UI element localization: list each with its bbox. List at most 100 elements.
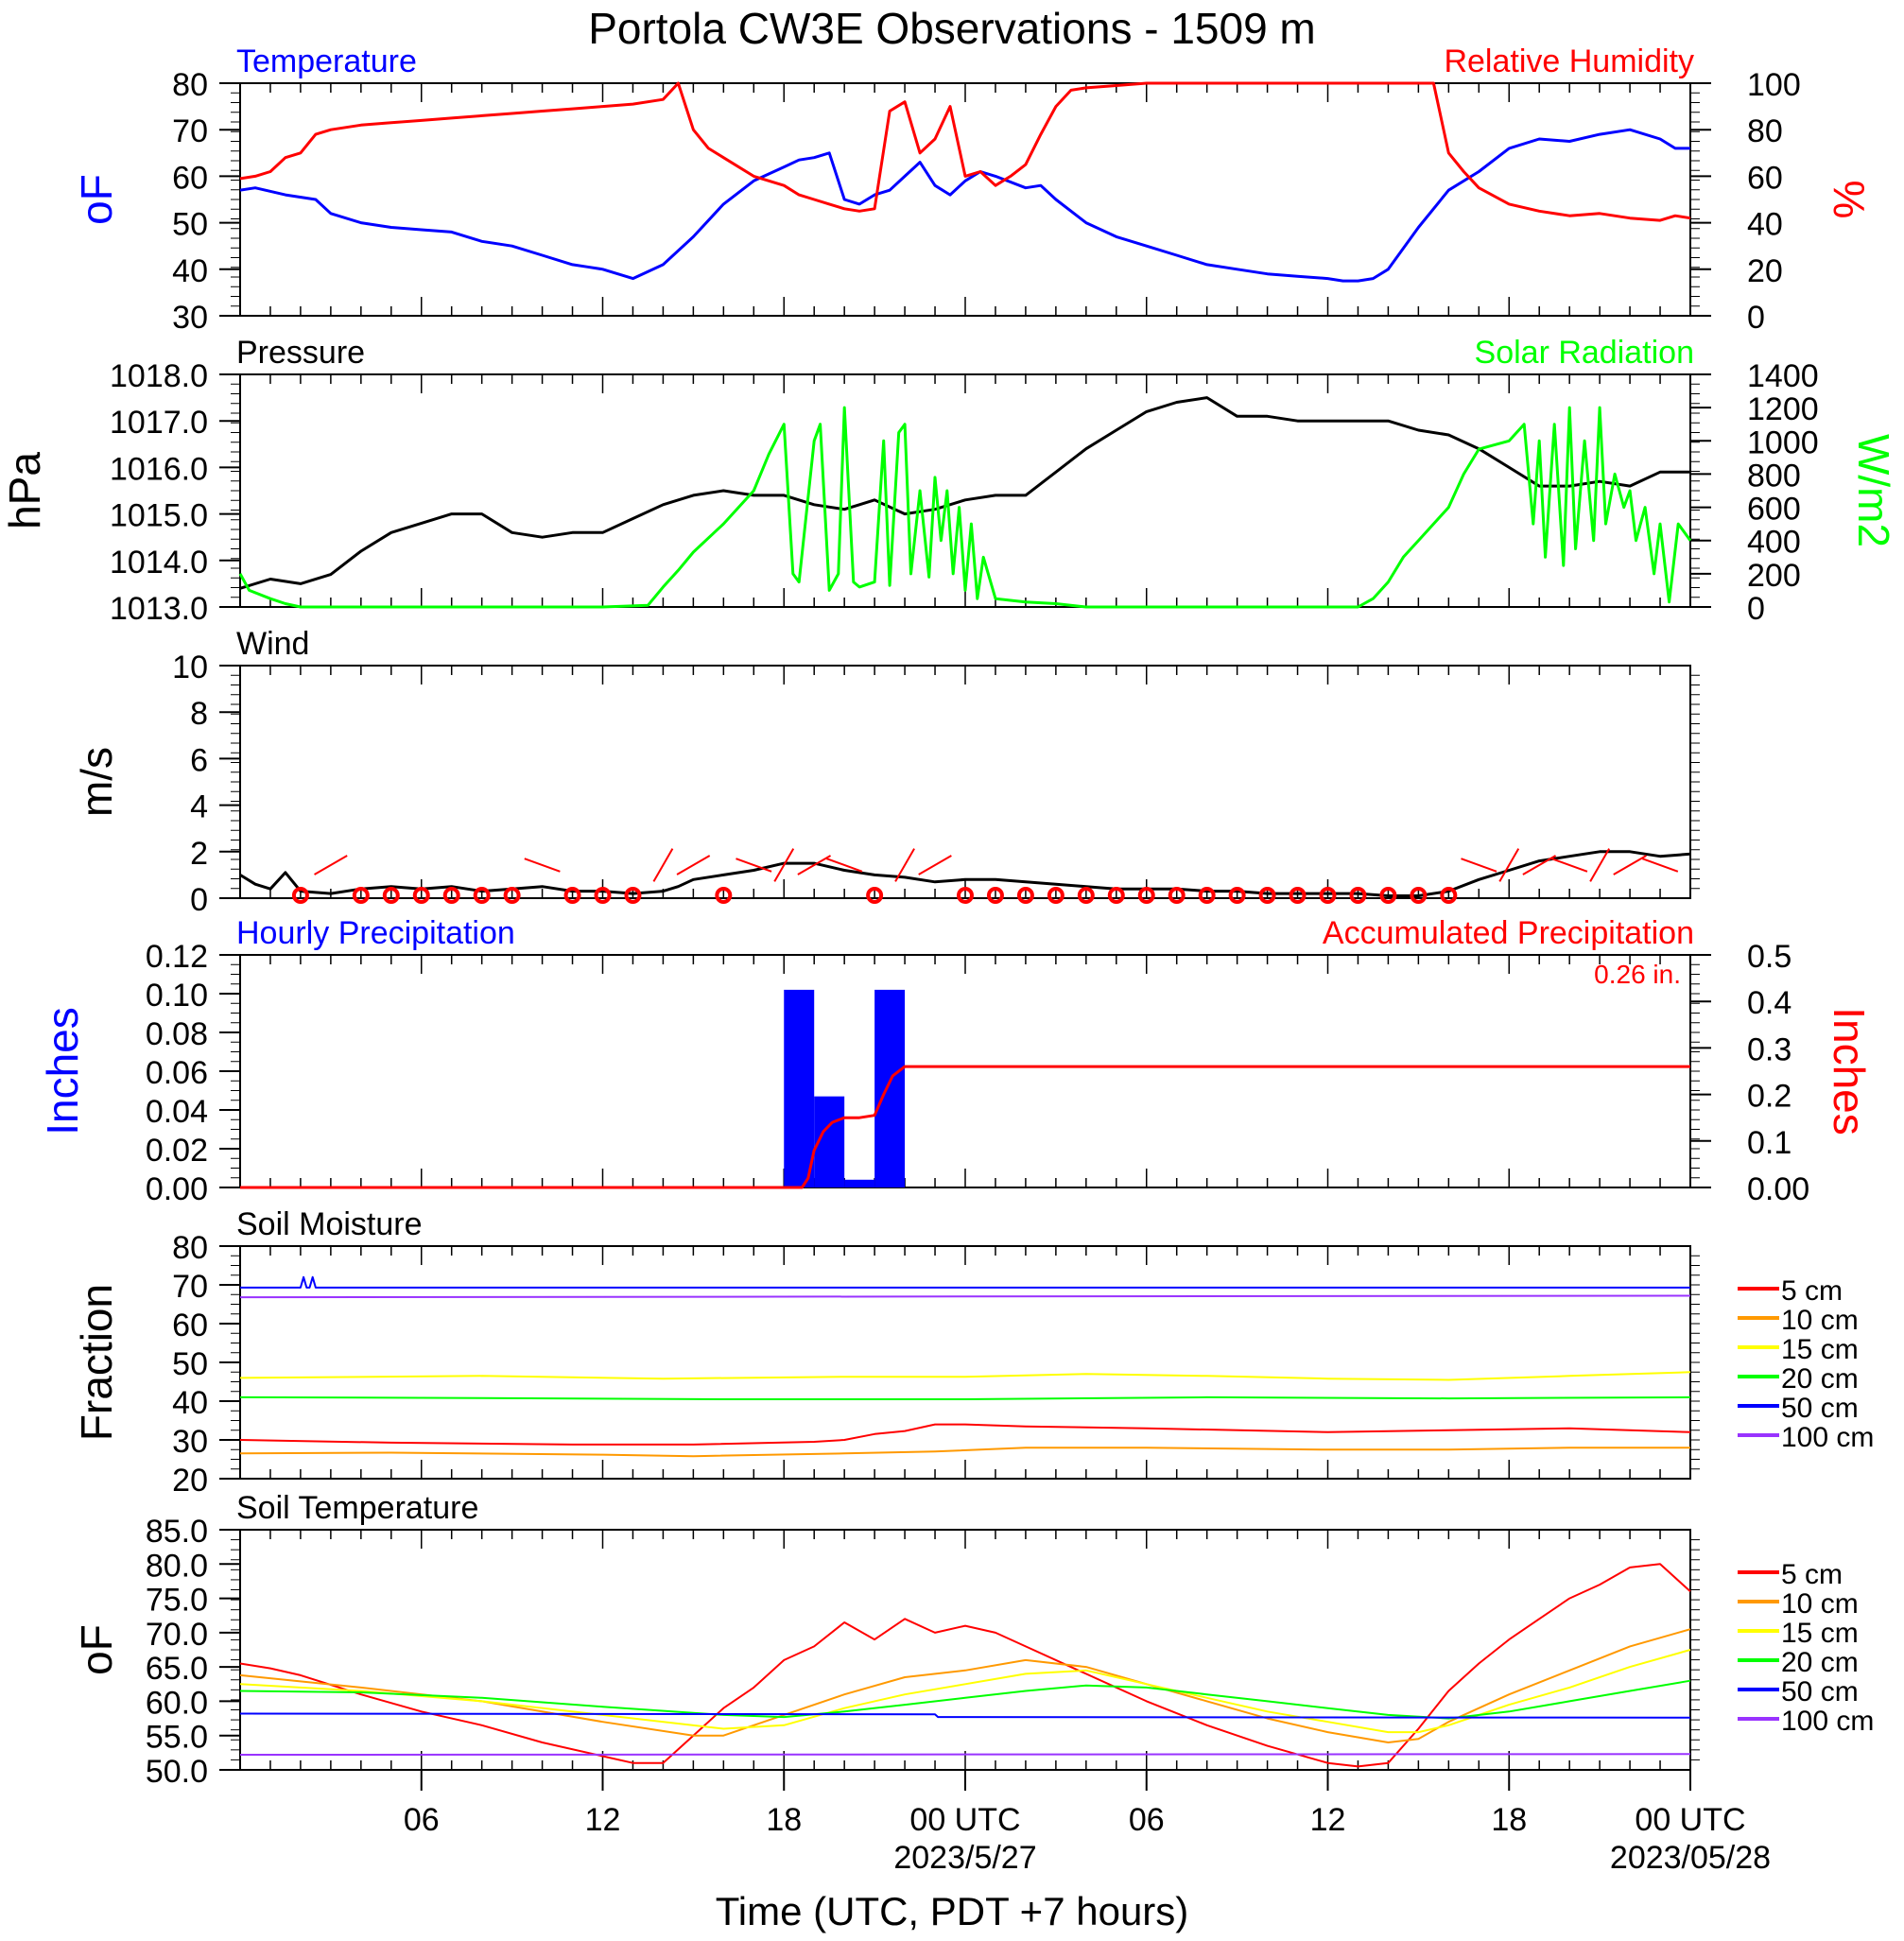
y-tick-label-right: 400 [1747, 525, 1801, 561]
y-axis-label-left: Inches [38, 1007, 87, 1135]
y-tick-label-right: 600 [1747, 492, 1801, 528]
wind-barb [1461, 858, 1497, 873]
precip-bar [784, 989, 815, 1187]
legend-label: 50 cm [1781, 1676, 1859, 1707]
legend-label: 100 cm [1781, 1422, 1874, 1453]
wind-calm-marker [563, 887, 581, 904]
series-line-4 [240, 1275, 1690, 1289]
y-tick-label-right: 0.5 [1747, 939, 1791, 975]
wind-calm-marker [503, 887, 521, 904]
y-tick-label-left: 40 [172, 253, 208, 289]
wind-barb [524, 858, 561, 873]
series-line-5 [239, 1294, 1691, 1299]
wind-calm-marker [986, 887, 1004, 904]
wind-calm-marker [352, 887, 370, 904]
legend-label: 5 cm [1781, 1275, 1843, 1307]
wind-calm-marker [382, 887, 400, 904]
wind-calm-marker [594, 887, 612, 904]
wind-calm-marker [412, 887, 430, 904]
panel-title-left: Pressure [236, 335, 365, 371]
wind-calm-marker [1258, 887, 1276, 904]
y-tick-label-right: 100 [1747, 67, 1801, 103]
y-tick-label-left: 0.06 [146, 1055, 208, 1091]
wind-barb [1589, 848, 1610, 882]
wind-calm-marker [1228, 887, 1246, 904]
wind-calm-marker [715, 887, 733, 904]
wind-calm-marker [1289, 887, 1307, 904]
legend-label: 10 cm [1781, 1588, 1859, 1620]
panel-precipitation: 0.000.020.040.060.080.100.120.000.10.20.… [38, 915, 1874, 1207]
wind-calm-marker [1107, 887, 1125, 904]
wind-barb [773, 848, 795, 882]
wind-calm-marker [1016, 887, 1034, 904]
legend-label: 10 cm [1781, 1305, 1859, 1336]
y-tick-label-left: 6 [190, 742, 208, 778]
panel-wind: 0 2 4 6 8 10 Wind m/s [72, 626, 1700, 918]
y-tick-label-left: 0.04 [146, 1094, 208, 1130]
series-line-0 [240, 1065, 1690, 1189]
y-tick-label-left: 80 [172, 1230, 208, 1266]
wind-calm-marker [866, 887, 884, 904]
y-axis-label-right: W/m2 [1849, 434, 1898, 547]
x-tick-label: 18 [766, 1802, 802, 1838]
precip-total-annotation: 0.26 in. [1594, 960, 1681, 989]
y-tick-label-right: 0 [1747, 591, 1765, 627]
y-tick-label-left: 40 [172, 1385, 208, 1421]
wind-calm-marker [473, 887, 491, 904]
series-line-1 [239, 1628, 1691, 1743]
wind-barb [1613, 855, 1647, 875]
y-tick-label-left: 85.0 [146, 1514, 208, 1550]
wind-calm-marker [1077, 887, 1095, 904]
wind-calm-marker [1198, 887, 1216, 904]
y-tick-label-left: 0.02 [146, 1133, 208, 1169]
panel-title-left: Temperature [236, 43, 417, 79]
y-tick-label-left: 60 [172, 160, 208, 196]
y-tick-label-right: 200 [1747, 558, 1801, 594]
panel-temperature_humidity: 30 40 50 60 70 80 0 20 40 60 80 100 Temperature Relat… [72, 43, 1874, 336]
series-line-0 [239, 1423, 1691, 1446]
y-tick-label-left: 75.0 [146, 1583, 208, 1619]
wind-barb [1498, 848, 1520, 882]
y-tick-label-left: 70 [172, 1269, 208, 1305]
panel-title-left: Wind [236, 626, 309, 662]
y-tick-label-left: 1017.0 [110, 405, 208, 441]
legend-label: 20 cm [1781, 1363, 1859, 1395]
y-axis-label-left: m/s [72, 747, 121, 817]
panel-pressure_solar: 1013.0 1014.0 1015.0 1016.0 1017.0 1018.0 0200… [0, 335, 1898, 627]
wind-calm-marker [1047, 887, 1065, 904]
y-tick-label-left: 30 [172, 1424, 208, 1460]
wind-barb [1522, 855, 1557, 875]
y-tick-label-left: 0.12 [146, 939, 208, 975]
y-tick-label-left: 4 [190, 789, 208, 825]
y-tick-label-left: 0.10 [146, 978, 208, 1014]
legend-label: 20 cm [1781, 1647, 1859, 1678]
series-line-4 [239, 1712, 1691, 1719]
wind-barb [1641, 858, 1679, 873]
series-line-1 [239, 81, 1691, 222]
y-tick-label-left: 20 [172, 1463, 208, 1499]
panel-title-right: Relative Humidity [1444, 43, 1694, 79]
y-tick-label-right: 0.3 [1747, 1031, 1791, 1067]
y-tick-label-right: 80 [1747, 113, 1783, 149]
y-tick-label-left: 50.0 [146, 1754, 208, 1790]
x-tick-label: 12 [585, 1802, 621, 1838]
wind-calm-marker [1410, 887, 1428, 904]
y-tick-label-right: 1000 [1747, 425, 1819, 460]
y-tick-label-left: 60 [172, 1308, 208, 1343]
wind-calm-marker [1379, 887, 1397, 904]
legend-label: 5 cm [1781, 1559, 1843, 1590]
series-line-0 [239, 128, 1690, 283]
y-tick-label-left: 80 [172, 67, 208, 103]
y-tick-label-left: 0.00 [146, 1171, 208, 1207]
wind-calm-marker [442, 887, 460, 904]
y-tick-label-right: 0.2 [1747, 1079, 1791, 1115]
y-tick-label-left: 70.0 [146, 1617, 208, 1653]
series-line-1 [238, 406, 1692, 609]
y-tick-label-right: 60 [1747, 160, 1783, 196]
panel-soil_temperature: 50.055.060.065.070.075.080.085.0 Soil Tem… [72, 1490, 1874, 1790]
legend-label: 100 cm [1781, 1706, 1874, 1737]
y-tick-label-left: 50 [172, 207, 208, 243]
series-line-3 [239, 1679, 1691, 1720]
y-axis-label-left: oF [72, 174, 121, 225]
